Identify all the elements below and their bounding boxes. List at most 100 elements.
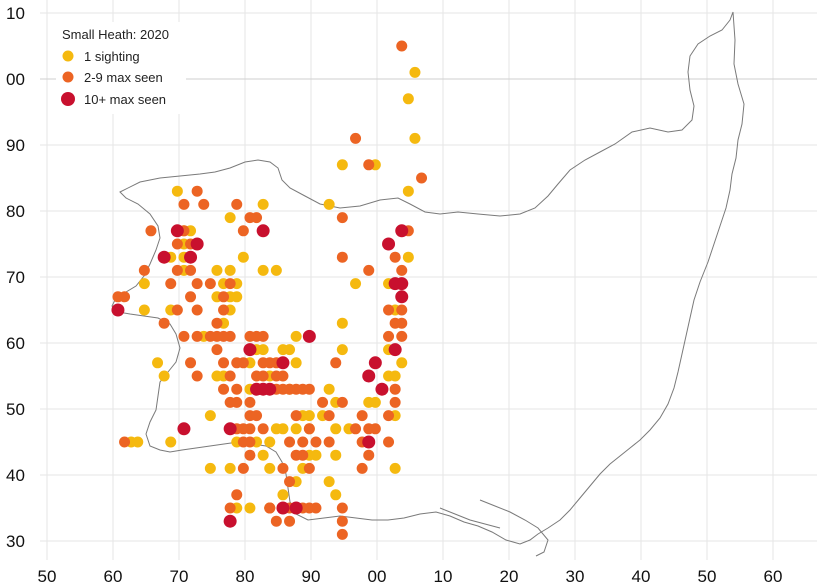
sighting-dot: [177, 422, 191, 436]
sighting-dot: [152, 357, 164, 369]
sighting-dot: [409, 66, 421, 78]
sighting-dot: [111, 303, 125, 317]
x-tick-label: 50: [698, 567, 717, 586]
sighting-dot: [383, 304, 395, 316]
y-tick-label: 30: [6, 532, 25, 551]
legend: Small Heath: 2020 1 sighting 2-9 max see…: [56, 22, 186, 114]
x-tick-label: 10: [434, 567, 453, 586]
sighting-dots: [111, 40, 428, 540]
estuary-line: [479, 499, 549, 557]
y-tick-label: 40: [6, 466, 25, 485]
sighting-dot: [138, 264, 150, 276]
sighting-dot: [396, 357, 408, 369]
sighting-dot: [362, 369, 376, 383]
sighting-dot: [290, 449, 302, 461]
sighting-dot: [145, 225, 157, 237]
x-tick-label: 50: [38, 567, 57, 586]
sighting-dot: [237, 251, 249, 263]
sighting-dot: [251, 212, 263, 224]
sighting-dot: [211, 344, 223, 356]
sighting-dot: [290, 330, 302, 342]
sighting-dot: [382, 237, 396, 251]
sighting-dot: [323, 436, 335, 448]
sighting-dot: [237, 225, 249, 237]
sighting-dot: [158, 317, 170, 329]
sighting-dot: [218, 383, 230, 395]
y-tick-label: 00: [6, 70, 25, 89]
sighting-dot: [171, 238, 183, 250]
sighting-dot: [336, 528, 348, 540]
sighting-dot: [191, 330, 203, 342]
sighting-dot: [297, 436, 309, 448]
sighting-dot: [257, 449, 269, 461]
sighting-dot: [132, 436, 144, 448]
sighting-dot: [284, 436, 296, 448]
sighting-dot: [257, 330, 269, 342]
sighting-dot: [330, 489, 342, 501]
sighting-dot: [165, 278, 177, 290]
sighting-dot: [204, 330, 216, 342]
sighting-dot: [362, 435, 376, 449]
sighting-dot: [303, 423, 315, 435]
estuary-line-2: [439, 507, 501, 529]
sighting-dot: [336, 212, 348, 224]
sighting-dot: [178, 330, 190, 342]
sighting-dot: [244, 436, 256, 448]
sighting-dot: [290, 423, 302, 435]
sighting-dot: [284, 476, 296, 488]
legend-label-1: 1 sighting: [84, 49, 140, 64]
sighting-dot: [356, 462, 368, 474]
sighting-dot: [257, 344, 269, 356]
sighting-dot: [218, 304, 230, 316]
sighting-dot: [402, 251, 414, 263]
sighting-dot: [350, 132, 362, 144]
sighting-dot: [256, 224, 270, 238]
sighting-dot: [244, 449, 256, 461]
sighting-dot: [158, 370, 170, 382]
x-tick-label: 70: [170, 567, 189, 586]
sighting-dot: [336, 159, 348, 171]
sighting-dot: [224, 462, 236, 474]
sighting-dot: [185, 357, 197, 369]
legend-box: [56, 22, 186, 114]
sighting-dot: [211, 370, 223, 382]
sighting-dot: [277, 489, 289, 501]
sighting-dot: [237, 462, 249, 474]
sighting-dot: [276, 501, 290, 515]
sighting-dot: [170, 224, 184, 238]
sighting-dot: [244, 396, 256, 408]
y-tick-label: 90: [6, 136, 25, 155]
sighting-dot: [330, 357, 342, 369]
sighting-dot: [395, 277, 409, 291]
sighting-dot: [310, 436, 322, 448]
sighting-dot: [323, 198, 335, 210]
sighting-dot: [303, 410, 315, 422]
legend-label-2: 2-9 max seen: [84, 70, 163, 85]
y-tick-label: 10: [6, 4, 25, 23]
sighting-dot: [257, 264, 269, 276]
sighting-dot: [223, 422, 237, 436]
sighting-dot: [336, 317, 348, 329]
sighting-dot: [231, 489, 243, 501]
sighting-dot: [389, 383, 401, 395]
sighting-dot: [330, 423, 342, 435]
sighting-dot: [204, 278, 216, 290]
sighting-dot: [191, 278, 203, 290]
x-tick-label: 80: [236, 567, 255, 586]
legend-label-3: 10+ max seen: [84, 92, 166, 107]
sighting-dot: [323, 410, 335, 422]
sighting-dot: [284, 344, 296, 356]
legend-title: Small Heath: 2020: [62, 27, 169, 42]
sighting-dot: [356, 410, 368, 422]
sighting-dot: [223, 514, 237, 528]
sighting-dot: [383, 330, 395, 342]
sighting-dot: [224, 396, 236, 408]
sighting-dot: [157, 250, 171, 264]
sighting-dot: [402, 93, 414, 105]
x-tick-label: 20: [500, 567, 519, 586]
sighting-dot: [190, 237, 204, 251]
sighting-dot: [224, 502, 236, 514]
sighting-dot: [336, 502, 348, 514]
x-tick-label: 30: [566, 567, 585, 586]
sighting-dot: [231, 198, 243, 210]
